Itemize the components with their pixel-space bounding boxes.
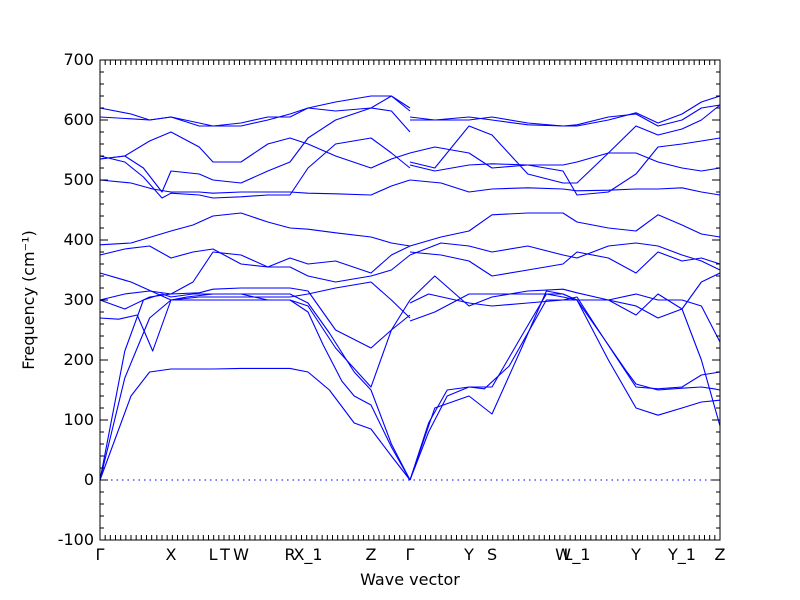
band-line bbox=[409, 272, 721, 319]
band-line bbox=[99, 179, 411, 196]
x-tick-label: L bbox=[209, 545, 218, 564]
band-line bbox=[99, 287, 411, 349]
x-tick-label: R bbox=[284, 545, 295, 564]
y-tick-label: 400 bbox=[63, 230, 94, 249]
x-tick-label: Y_1 bbox=[667, 545, 696, 565]
band-line bbox=[409, 293, 721, 427]
band-line bbox=[409, 275, 721, 343]
x-tick-label: X bbox=[166, 545, 177, 564]
band-line bbox=[99, 212, 411, 247]
y-tick-label: 500 bbox=[63, 170, 94, 189]
band-line bbox=[99, 299, 411, 481]
band-line bbox=[99, 107, 411, 193]
band-line bbox=[99, 131, 411, 169]
band-line bbox=[409, 137, 721, 196]
band-line bbox=[99, 367, 411, 481]
y-axis-label: Frequency (cm⁻¹) bbox=[19, 230, 38, 369]
band-line bbox=[99, 245, 411, 283]
band-line bbox=[99, 245, 411, 301]
band-line bbox=[99, 137, 411, 199]
y-axis-ticks: -100 0 100 200 300 400 500 600 700 bbox=[58, 50, 720, 549]
band-line bbox=[409, 296, 721, 481]
x-tick-label: L_1 bbox=[563, 545, 590, 565]
y-tick-label: 600 bbox=[63, 110, 94, 129]
x-axis-label: Wave vector bbox=[360, 570, 460, 589]
x-tick-label: T bbox=[219, 545, 230, 564]
band-line bbox=[99, 272, 411, 388]
x-tick-label: Z bbox=[715, 545, 726, 564]
band-line bbox=[409, 242, 721, 271]
y-tick-label: 200 bbox=[63, 350, 94, 369]
y-tick-label: 100 bbox=[63, 410, 94, 429]
band-line bbox=[409, 104, 721, 184]
x-tick-label: S bbox=[487, 545, 497, 564]
band-line bbox=[409, 251, 721, 277]
x-axis-ticks: Γ X L T W RX_1 Z Γ Y S WL_1 Y Y_1 Z bbox=[96, 60, 726, 565]
x-tick-label: X_1 bbox=[293, 545, 322, 565]
y-tick-label: 700 bbox=[63, 50, 94, 69]
y-tick-label: 300 bbox=[63, 290, 94, 309]
band-line bbox=[99, 95, 411, 127]
band-line bbox=[409, 293, 721, 481]
band-line bbox=[409, 212, 721, 247]
x-tick-label: Y bbox=[630, 545, 641, 564]
x-tick-label: Γ bbox=[406, 545, 415, 564]
band-line bbox=[409, 290, 721, 481]
y-tick-label: -100 bbox=[58, 530, 94, 549]
band-lines bbox=[99, 95, 721, 481]
x-tick-label: Y bbox=[463, 545, 474, 564]
x-tick-label: W bbox=[233, 545, 249, 564]
x-tick-label: W bbox=[555, 545, 571, 564]
x-tick-label: Γ bbox=[96, 545, 105, 564]
y-tick-label: 0 bbox=[84, 470, 94, 489]
band-line bbox=[409, 146, 721, 172]
band-line bbox=[99, 293, 411, 481]
band-line bbox=[410, 104, 721, 127]
band-line bbox=[409, 95, 721, 127]
x-tick-label: Z bbox=[366, 545, 377, 564]
band-line bbox=[99, 281, 411, 352]
band-line bbox=[409, 179, 721, 196]
